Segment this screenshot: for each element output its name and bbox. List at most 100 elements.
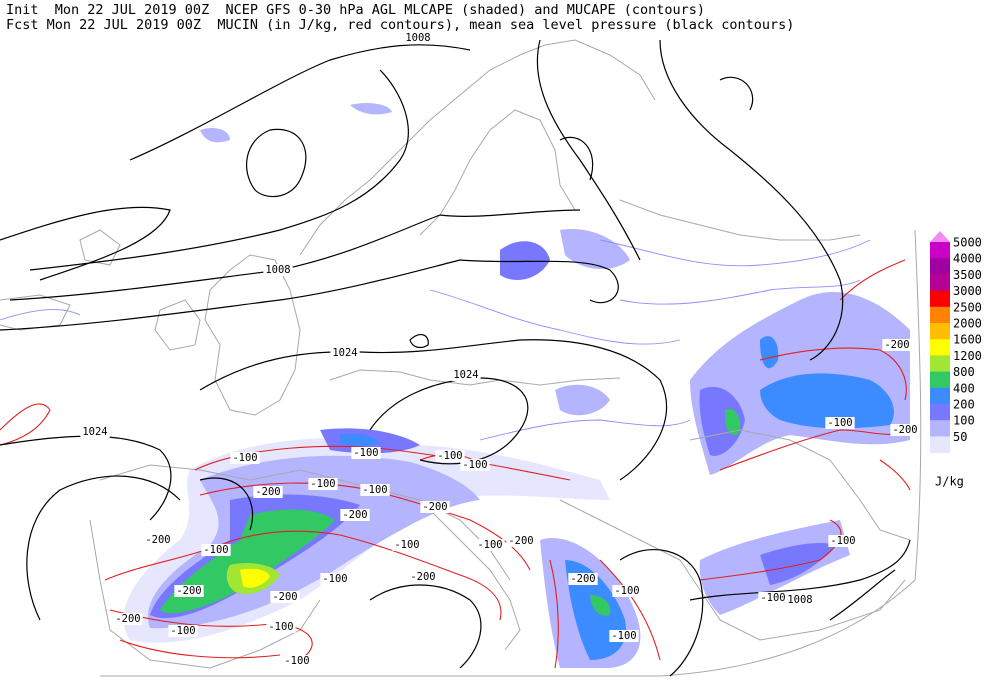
label-background [340, 509, 370, 521]
isobar-label: 1024 [82, 426, 107, 438]
colorbar-swatch [930, 371, 950, 389]
label-background [253, 486, 283, 498]
colorbar-units: J/kg [935, 475, 964, 489]
colorbar-label: 50 [953, 430, 967, 444]
label-background [308, 478, 338, 490]
label-background [360, 484, 390, 496]
colorbar-label: 400 [953, 381, 975, 395]
cape-shading [123, 102, 910, 668]
cin-label: -200 [508, 535, 533, 547]
label-background [460, 459, 490, 471]
label-background [230, 452, 260, 464]
colorbar-swatch [930, 274, 950, 292]
label-background [403, 32, 433, 44]
cin-label: -100 [827, 417, 852, 429]
label-background [282, 655, 312, 667]
colorbar: 5000 4000 3500 3000 2500 2000 1600 1200 800 400 20… [930, 231, 982, 454]
label-background [882, 339, 912, 351]
label-background [475, 539, 505, 551]
label-background [828, 535, 858, 547]
colorbar-swatch [930, 323, 950, 340]
cin-label: -100 [611, 630, 636, 642]
label-background [263, 264, 293, 276]
label-background [270, 591, 300, 603]
cin-label: -100 [268, 621, 293, 633]
cin-label: -200 [272, 591, 297, 603]
isobar-label: 1008 [405, 32, 430, 44]
cin-label: -100 [462, 459, 487, 471]
label-background [392, 539, 422, 551]
label-background [435, 450, 465, 462]
mucape-contours [0, 239, 871, 441]
label-background [408, 571, 438, 583]
cin-label: -100 [614, 585, 639, 597]
label-background [80, 426, 110, 438]
colorbar-label: 2500 [953, 300, 982, 314]
cin-label: -200 [884, 339, 909, 351]
cin-contours [0, 259, 911, 669]
label-background [506, 535, 536, 547]
cin-label: -200 [145, 534, 170, 546]
colorbar-swatch [930, 404, 950, 421]
isobar-label: 1024 [332, 347, 357, 359]
cin-label: -100 [362, 484, 387, 496]
colorbar-label: 2000 [953, 317, 982, 331]
colorbar-swatch [930, 436, 950, 454]
label-background [825, 417, 855, 429]
cin-label: -200 [255, 486, 280, 498]
colorbar-label: 3500 [953, 268, 982, 282]
label-background [351, 447, 381, 459]
label-background [330, 347, 360, 359]
colorbar-swatch [930, 420, 950, 437]
cin-label: -100 [284, 655, 309, 667]
cin-label: -200 [892, 424, 917, 436]
cin-label: -200 [422, 501, 447, 513]
cin-label: -200 [115, 613, 140, 625]
colorbar-label: 1600 [953, 333, 982, 347]
colorbar-swatch [930, 355, 950, 373]
cin-label: -100 [437, 450, 462, 462]
label-background [113, 613, 143, 625]
label-background [168, 625, 198, 637]
map [0, 39, 922, 677]
cin-label: -200 [176, 585, 201, 597]
isobar-label: 1024 [453, 369, 478, 381]
label-background [758, 592, 788, 604]
colorbar-label: 3000 [953, 284, 982, 298]
label-background [890, 424, 920, 436]
cin-label: -100 [760, 592, 785, 604]
colorbar-label: 5000 [953, 236, 982, 250]
label-background [785, 594, 815, 606]
label-background [568, 573, 598, 585]
colorbar-swatch [930, 339, 950, 356]
label-background [451, 369, 481, 381]
header-line: Init Mon 22 JUL 2019 00Z NCEP GFS 0-30 h… [6, 2, 705, 18]
label-background [612, 585, 642, 597]
colorbar-label: 4000 [953, 252, 982, 266]
cin-label: -100 [310, 478, 335, 490]
label-background [320, 573, 350, 585]
cin-label: -100 [477, 539, 502, 551]
colorbar-swatch [930, 258, 950, 275]
label-background [609, 630, 639, 642]
label-background [201, 544, 231, 556]
colorbar-swatch [930, 242, 950, 259]
colorbar-swatch [930, 306, 950, 324]
cin-label: -100 [394, 539, 419, 551]
label-background [420, 501, 450, 513]
cin-label: -200 [342, 509, 367, 521]
coastlines [0, 39, 922, 677]
isobar-label: 1008 [787, 594, 812, 606]
isobars [0, 39, 911, 677]
colorbar-arrow [930, 231, 950, 242]
cin-label: -100 [170, 625, 195, 637]
colorbar-label: 800 [953, 365, 975, 379]
cin-label: -100 [203, 544, 228, 556]
cin-label: -100 [232, 452, 257, 464]
cin-label: -100 [830, 535, 855, 547]
header-line: Fcst Mon 22 JUL 2019 00Z MUCIN (in J/kg,… [6, 17, 794, 33]
colorbar-label: 1200 [953, 349, 982, 363]
cin-label: -100 [353, 447, 378, 459]
